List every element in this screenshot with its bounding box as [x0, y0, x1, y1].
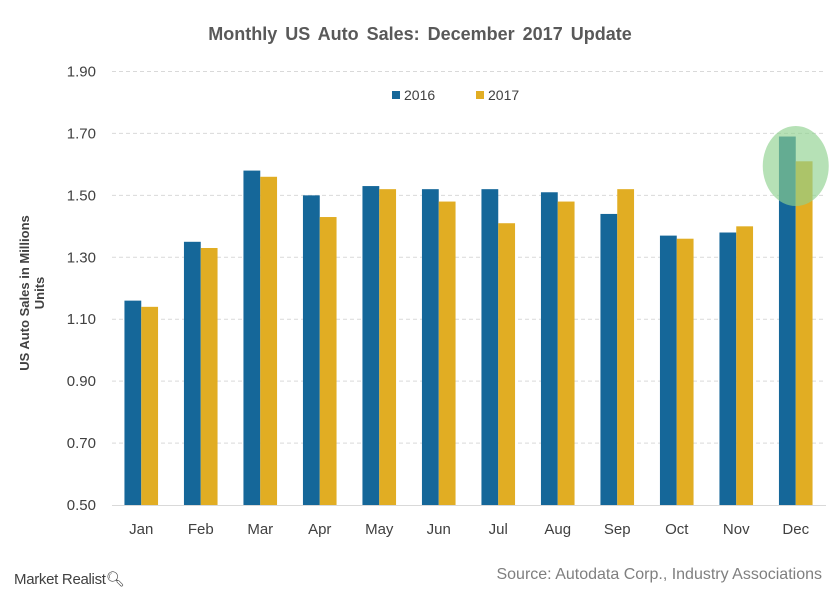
legend-swatch-2016	[392, 91, 400, 99]
highlight-circle	[762, 126, 829, 206]
x-tick-label: Nov	[723, 521, 750, 538]
bar-2017-aug	[557, 201, 575, 506]
y-tick-label: 0.90	[67, 373, 96, 390]
x-tick-label: Aug	[544, 521, 571, 538]
market-realist-logo: Market Realist🔍︎	[14, 570, 125, 588]
bar-2017-dec	[795, 161, 813, 505]
bar-2017-feb	[200, 247, 218, 505]
y-tick-label: 0.50	[67, 497, 96, 514]
bar-2017-sep	[617, 189, 635, 505]
bar-2017-mar	[260, 176, 278, 505]
bar-2016-oct	[659, 235, 677, 505]
legend-label-2016: 2016	[404, 87, 435, 103]
y-tick-label: 0.70	[67, 435, 96, 452]
logo-text: Market Realist	[14, 571, 106, 588]
x-tick-label: Sep	[604, 521, 631, 538]
y-tick-label: 1.90	[67, 64, 96, 81]
bar-2016-apr	[302, 195, 320, 505]
x-tick-label: Apr	[308, 521, 331, 538]
x-tick-label: Jan	[129, 521, 153, 538]
bar-2017-jan	[141, 306, 159, 505]
bar-2016-dec	[778, 136, 796, 505]
y-tick-label: 1.70	[67, 125, 96, 142]
bar-2017-jul	[498, 223, 516, 505]
y-tick-label: 1.30	[67, 249, 96, 266]
bar-2016-feb	[183, 241, 201, 505]
y-tick-label: 1.10	[67, 311, 96, 328]
bar-2016-sep	[600, 213, 618, 505]
x-tick-label: May	[365, 521, 394, 538]
legend-label-2017: 2017	[488, 87, 519, 103]
bar-2017-apr	[319, 217, 337, 505]
bar-2017-nov	[736, 226, 754, 506]
chart-title: Monthly US Auto Sales: December 2017 Upd…	[208, 24, 632, 44]
bar-2017-may	[379, 189, 397, 505]
magnifier-icon: 🔍︎	[105, 571, 125, 588]
bar-2016-may	[362, 186, 380, 505]
x-tick-label: Jun	[427, 521, 451, 538]
x-tick-label: Dec	[782, 521, 809, 538]
x-tick-label: Feb	[188, 521, 214, 538]
bar-2016-aug	[540, 192, 558, 505]
legend-swatch-2017	[476, 91, 484, 99]
x-tick-label: Jul	[489, 521, 508, 538]
bar-2017-jun	[438, 201, 456, 506]
bar-2016-mar	[243, 170, 261, 506]
bar-2016-jul	[481, 189, 499, 505]
bar-2016-nov	[719, 232, 737, 505]
bar-2016-jan	[124, 300, 142, 505]
source-note: Source: Autodata Corp., Industry Associa…	[496, 566, 822, 583]
x-tick-label: Oct	[665, 521, 689, 538]
bar-2016-jun	[421, 189, 439, 505]
bar-2017-oct	[676, 238, 694, 505]
x-tick-label: Mar	[247, 521, 273, 538]
y-tick-label: 1.50	[67, 187, 96, 204]
